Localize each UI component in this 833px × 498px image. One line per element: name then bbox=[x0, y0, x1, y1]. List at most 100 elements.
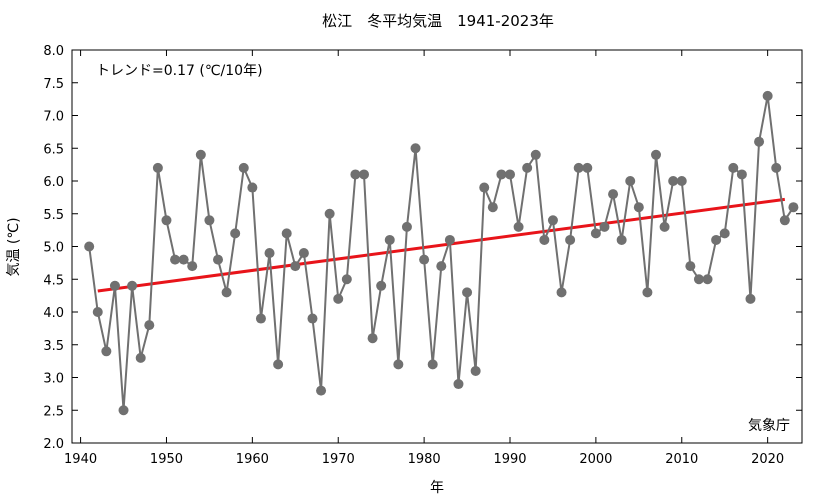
x-tick-label: 2000 bbox=[579, 452, 612, 467]
data-point bbox=[230, 228, 241, 239]
data-point bbox=[109, 280, 120, 291]
data-point bbox=[513, 221, 524, 232]
data-point bbox=[444, 234, 455, 245]
data-point bbox=[608, 189, 619, 200]
data-point bbox=[436, 261, 447, 272]
series-line bbox=[88, 95, 795, 411]
data-point bbox=[642, 287, 653, 298]
x-tick-label: 2010 bbox=[665, 452, 698, 467]
y-tick-label: 2.5 bbox=[43, 404, 64, 419]
y-tick-label: 7.0 bbox=[43, 110, 64, 125]
source-label: 気象庁 bbox=[748, 418, 790, 434]
data-point bbox=[676, 176, 687, 186]
y-tick-label: 7.5 bbox=[43, 77, 64, 92]
data-point bbox=[359, 169, 369, 180]
data-point bbox=[668, 176, 679, 186]
data-point bbox=[92, 307, 103, 317]
x-tick-label: 1950 bbox=[150, 452, 183, 467]
x-tick-label: 1980 bbox=[408, 452, 441, 467]
data-point bbox=[101, 346, 112, 357]
data-point bbox=[754, 136, 765, 147]
y-tick-label: 6.0 bbox=[43, 175, 64, 190]
data-point bbox=[462, 287, 473, 298]
data-point bbox=[410, 143, 421, 154]
y-axis: 2.0 2.5 3.0 3.5 4.0 4.5 5.0 5.5 6.0 6.5 7.0 7.5 8.0 bbox=[43, 44, 802, 452]
y-tick-label: 4.0 bbox=[43, 306, 64, 321]
data-point bbox=[333, 293, 344, 304]
y-axis-label: 気温 (℃) bbox=[6, 217, 22, 276]
data-point bbox=[341, 274, 352, 285]
data-point bbox=[290, 261, 301, 272]
data-point bbox=[204, 215, 215, 226]
trend-line bbox=[97, 197, 786, 293]
x-axis: 1940 1950 1960 1970 1980 1990 2000 2010 2020 bbox=[64, 50, 784, 467]
data-point bbox=[273, 359, 284, 370]
data-point bbox=[599, 221, 610, 232]
data-point bbox=[427, 359, 438, 370]
y-tick-label: 2.0 bbox=[43, 437, 64, 452]
data-point bbox=[221, 287, 232, 298]
data-point bbox=[487, 202, 498, 213]
data-point bbox=[376, 280, 387, 291]
y-tick-label: 4.5 bbox=[43, 273, 64, 288]
data-point bbox=[582, 162, 593, 173]
data-point bbox=[324, 208, 335, 219]
data-point bbox=[565, 234, 576, 245]
data-point bbox=[264, 248, 275, 259]
data-point bbox=[736, 169, 747, 180]
data-point bbox=[496, 169, 507, 180]
data-points bbox=[84, 90, 799, 416]
data-point bbox=[625, 176, 636, 186]
data-point bbox=[187, 261, 198, 272]
data-point bbox=[470, 365, 481, 376]
data-point bbox=[685, 261, 696, 272]
y-tick-label: 5.5 bbox=[43, 208, 64, 223]
data-point bbox=[530, 149, 541, 160]
y-tick-label: 5.0 bbox=[43, 241, 64, 256]
data-point bbox=[573, 162, 584, 173]
data-point bbox=[539, 234, 550, 245]
data-point bbox=[659, 221, 670, 232]
data-point bbox=[522, 162, 533, 173]
data-point bbox=[281, 228, 292, 239]
data-point bbox=[590, 228, 601, 239]
data-point bbox=[633, 202, 644, 213]
data-point bbox=[118, 405, 129, 416]
y-tick-label: 6.5 bbox=[43, 142, 64, 157]
plot-area: 2.02.53.03.54.04.55.05.56.06.57.07.58.0 … bbox=[43, 44, 803, 467]
chart-title: 松江 冬平均気温 1941-2023年 bbox=[322, 12, 554, 30]
x-tick-label: 1960 bbox=[236, 452, 269, 467]
data-point bbox=[788, 202, 799, 213]
data-point bbox=[771, 162, 782, 173]
data-point bbox=[547, 215, 558, 226]
x-tick-label: 2020 bbox=[751, 452, 784, 467]
data-point bbox=[556, 287, 567, 298]
x-tick-label: 1990 bbox=[493, 452, 526, 467]
data-point bbox=[693, 274, 704, 285]
data-point bbox=[195, 149, 206, 160]
data-point bbox=[453, 379, 464, 390]
data-point bbox=[178, 254, 189, 265]
data-point bbox=[728, 162, 739, 173]
data-point bbox=[307, 313, 318, 324]
y-tick-label: 3.0 bbox=[43, 372, 64, 387]
x-tick-label: 1940 bbox=[64, 452, 97, 467]
data-point bbox=[651, 149, 661, 160]
x-axis-label: 年 bbox=[430, 480, 444, 496]
data-point bbox=[213, 254, 223, 265]
data-point bbox=[316, 385, 327, 396]
data-point bbox=[419, 254, 430, 265]
data-point bbox=[247, 182, 258, 193]
data-point bbox=[779, 215, 790, 226]
data-point bbox=[161, 215, 172, 226]
data-point bbox=[711, 234, 722, 245]
data-point bbox=[255, 313, 266, 324]
y-tick-label: 3.5 bbox=[43, 339, 64, 354]
data-point bbox=[719, 228, 730, 239]
data-point bbox=[745, 293, 756, 304]
data-point bbox=[152, 162, 163, 173]
data-point bbox=[144, 320, 155, 331]
x-tick-label: 1970 bbox=[322, 452, 355, 467]
data-point bbox=[127, 280, 138, 291]
